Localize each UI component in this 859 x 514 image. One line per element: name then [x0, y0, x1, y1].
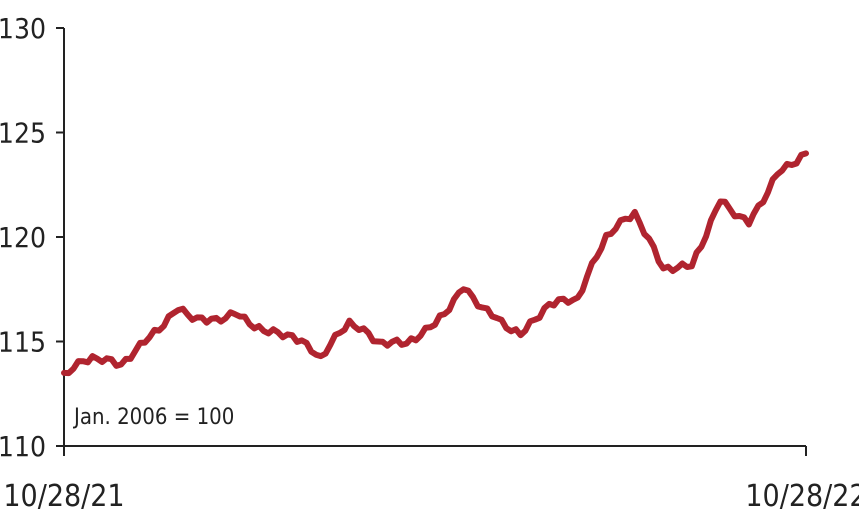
y-tick-label: 130 [0, 12, 46, 45]
y-tick-label: 120 [0, 221, 46, 254]
y-tick-label: 115 [0, 326, 46, 359]
y-tick-label: 125 [0, 117, 46, 150]
index-series-line [61, 150, 809, 377]
base-annotation: Jan. 2006 = 100 [72, 405, 234, 430]
x-tick-label: 10/28/21 [3, 479, 124, 514]
x-axis: 10/28/21 10/28/22 [3, 445, 859, 514]
y-tick-label: 110 [0, 430, 46, 463]
y-axis: 110 115 120 125 130 [0, 12, 65, 463]
x-tick-label: 10/28/22 [745, 479, 859, 514]
